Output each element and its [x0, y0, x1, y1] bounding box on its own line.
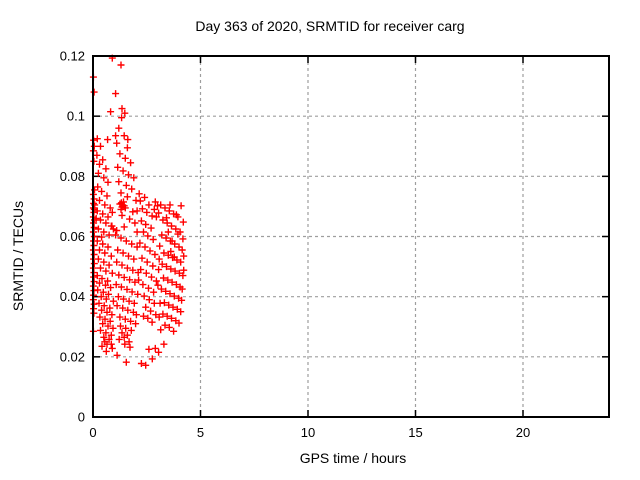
x-axis-label: GPS time / hours [299, 450, 407, 466]
chart-title: Day 363 of 2020, SRMTID for receiver car… [195, 18, 465, 34]
x-tick-label: 10 [301, 425, 315, 440]
gridlines [93, 56, 609, 417]
scatter-points [89, 54, 188, 369]
y-tick-label: 0.06 [60, 229, 85, 244]
x-tick-label: 0 [89, 425, 96, 440]
y-tick-label: 0.1 [67, 109, 85, 124]
x-tick-label: 20 [516, 425, 530, 440]
x-tick-label: 5 [197, 425, 204, 440]
y-tick-labels: 0 0.02 0.04 0.06 0.08 0.1 0.12 [60, 49, 85, 425]
x-tick-labels: 0 5 10 15 20 [89, 425, 530, 440]
y-tick-label: 0.04 [60, 289, 85, 304]
plot-border [92, 55, 610, 418]
y-tick-label: 0 [78, 410, 85, 425]
y-tick-label: 0.02 [60, 349, 85, 364]
x-tick-label: 15 [408, 425, 422, 440]
y-tick-label: 0.12 [60, 49, 85, 64]
y-tick-label: 0.08 [60, 169, 85, 184]
